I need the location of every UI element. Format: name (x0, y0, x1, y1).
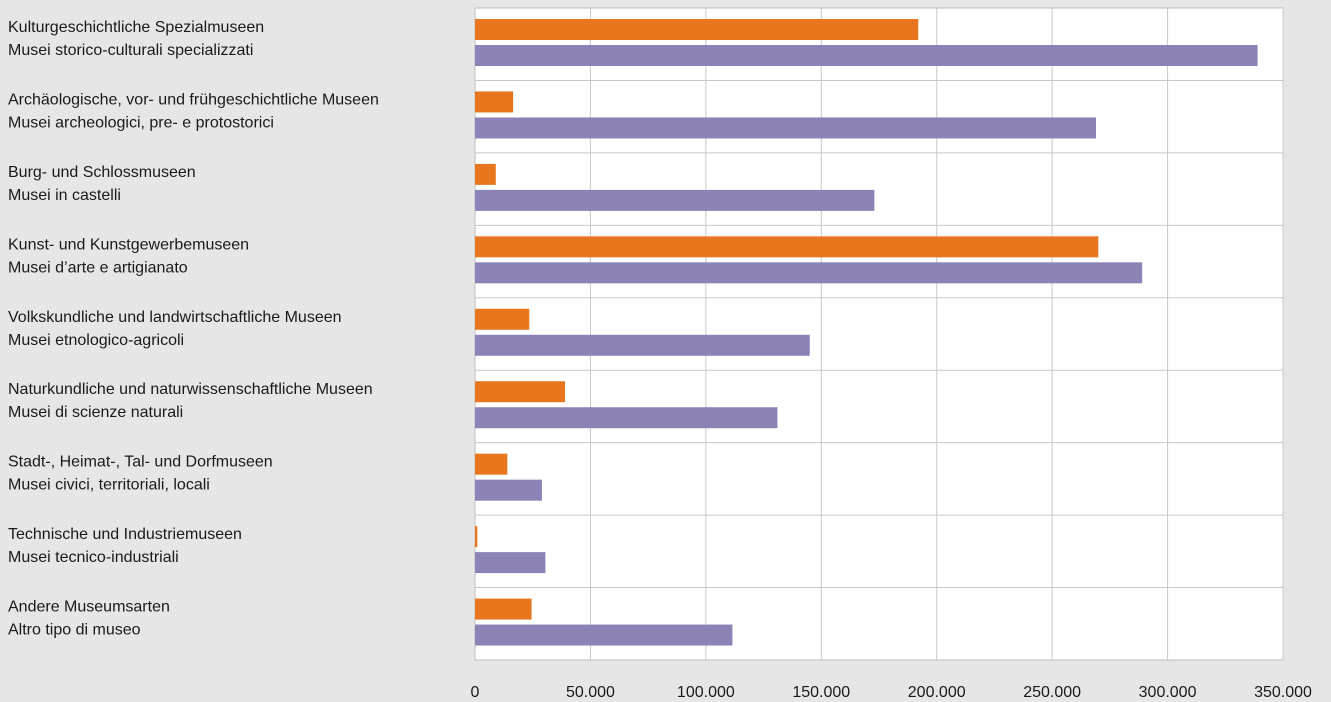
bar-series-1 (475, 163, 496, 185)
bar-series-1 (475, 19, 919, 40)
plot-area (474, 7, 1284, 661)
bar-series-1 (475, 91, 514, 113)
x-tick-label: 250.000 (1023, 684, 1081, 701)
bars (475, 19, 1258, 646)
category-label-line-1: Archäologische, vor- und frühgeschichtli… (8, 91, 379, 108)
category-label-line-2: Musei di scienze naturali (8, 404, 183, 421)
category-labels: Kulturgeschichtliche Spezialmuseen Musei … (8, 19, 379, 639)
category-label-line-2: Musei in castelli (8, 187, 121, 204)
bar-series-2 (475, 407, 778, 429)
category-label-line-2: Musei d’arte e artigianato (8, 259, 188, 276)
category-label-line-2: Musei tecnico-industriali (8, 549, 179, 566)
category-label-line-1: Kulturgeschichtliche Spezialmuseen (8, 19, 264, 36)
x-tick-label: 0 (471, 684, 480, 701)
x-tick-label: 200.000 (908, 684, 966, 701)
bar-series-1 (475, 308, 530, 330)
bar-series-1 (475, 453, 508, 475)
category-label-line-1: Andere Museumsarten (8, 599, 170, 616)
x-tick-label: 300.000 (1139, 684, 1197, 701)
category-label-line-1: Technische und Industriemuseen (8, 526, 242, 543)
bar-series-2 (475, 334, 810, 356)
bar-series-1 (475, 526, 478, 548)
x-tick-label: 50.000 (566, 684, 615, 701)
bar-series-2 (475, 552, 546, 574)
x-tick-label: 150.000 (792, 684, 850, 701)
bar-series-2 (475, 262, 1143, 284)
bar-series-2 (475, 189, 875, 211)
category-label-line-2: Musei etnologico-agricoli (8, 332, 184, 349)
bar-series-1 (475, 236, 1099, 258)
bar-series-1 (475, 381, 566, 403)
category-label-line-1: Naturkundliche und naturwissenschaftlich… (8, 381, 373, 398)
grid-lines (475, 8, 1284, 660)
bar-series-2 (475, 479, 542, 501)
x-tick-label: 350.000 (1254, 684, 1312, 701)
x-tick-label: 100.000 (677, 684, 735, 701)
category-label-line-2: Musei storico-culturali specializzati (8, 42, 253, 59)
x-axis-ticks: 0 50.000 100.000 150.000 200.000 250.000 300.0… (471, 684, 1312, 701)
category-label-line-2: Musei archeologici, pre- e protostorici (8, 114, 274, 131)
category-label-line-2: Musei civici, territoriali, locali (8, 477, 210, 494)
bar-series-2 (475, 45, 1258, 66)
category-label-line-1: Stadt-, Heimat-, Tal- und Dorfmuseen (8, 454, 273, 471)
bar-series-2 (475, 624, 733, 646)
category-label-line-2: Altro tipo di museo (8, 622, 141, 639)
category-label-line-1: Volkskundliche und landwirtschaftliche M… (8, 309, 342, 326)
category-label-line-1: Kunst- und Kunstgewerbemuseen (8, 236, 249, 253)
category-label-line-1: Burg- und Schlossmuseen (8, 164, 196, 181)
bar-series-2 (475, 117, 1097, 139)
bar-series-1 (475, 598, 532, 620)
